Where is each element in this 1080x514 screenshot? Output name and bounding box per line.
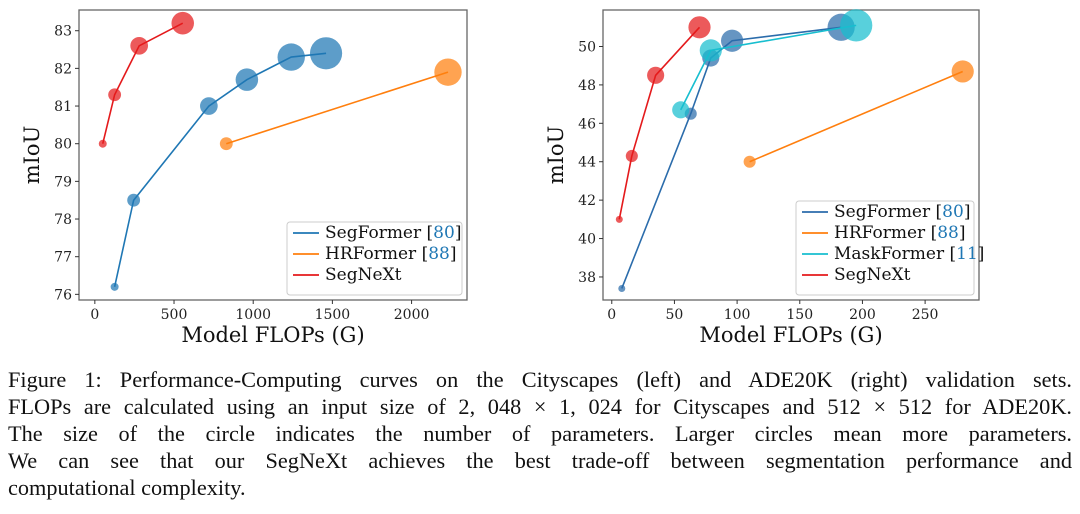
y-tick-label: 81 bbox=[54, 99, 72, 115]
legend: SegFormer [80]HRFormer [88]MaskFormer [1… bbox=[795, 200, 984, 296]
y-axis-label: mIoU bbox=[20, 126, 44, 185]
caption-line: computational complexity. bbox=[8, 475, 246, 500]
data-point bbox=[235, 68, 259, 91]
data-point bbox=[840, 9, 873, 42]
data-point bbox=[200, 97, 218, 115]
legend-series-name: SegNeXt bbox=[834, 265, 911, 285]
x-tick-label: 0 bbox=[90, 307, 99, 323]
data-point bbox=[951, 60, 974, 83]
legend-series-name: HRFormer bbox=[325, 244, 417, 264]
x-tick-label: 250 bbox=[912, 307, 939, 323]
chart-ade20k: 0 50 100 150 200 250 38 40 42 44 46 48 50 Model FLOPs… bbox=[544, 9, 984, 347]
legend-label: SegNeXt bbox=[834, 265, 911, 285]
series-segformer bbox=[110, 37, 343, 291]
x-tick-label: 2000 bbox=[394, 307, 430, 323]
data-point bbox=[672, 101, 690, 119]
data-point bbox=[615, 215, 623, 223]
legend-label: SegFormer [80] bbox=[834, 202, 970, 222]
y-tick-label: 40 bbox=[578, 232, 596, 248]
y-tick-label: 79 bbox=[54, 174, 72, 190]
series-hrformer bbox=[743, 60, 974, 168]
y-tick-label: 50 bbox=[578, 39, 596, 55]
data-point bbox=[625, 149, 638, 162]
figure-caption: Figure 1: Performance-Computing curves o… bbox=[8, 366, 1072, 501]
x-tick-label: 200 bbox=[849, 307, 876, 323]
legend-box bbox=[286, 221, 463, 296]
series-line bbox=[101, 22, 184, 144]
y-tick-label: 80 bbox=[54, 137, 72, 153]
series-line bbox=[618, 26, 701, 220]
series-segnext bbox=[615, 16, 711, 223]
chart-cityscapes: 0 500 1000 1500 2000 76 77 78 79 80 81 82 83 Model FL… bbox=[20, 9, 468, 347]
data-point bbox=[618, 284, 626, 292]
plot-frame bbox=[78, 9, 468, 301]
legend-series-name: MaskFormer bbox=[834, 244, 945, 264]
legend-series-name: SegNeXt bbox=[325, 265, 402, 285]
y-tick-label: 76 bbox=[54, 287, 72, 303]
legend-label: MaskFormer [11] bbox=[834, 244, 984, 264]
x-tick-label: 150 bbox=[786, 307, 813, 323]
citation-link[interactable]: 88 bbox=[937, 223, 959, 243]
x-tick-label: 100 bbox=[724, 307, 751, 323]
legend-label: HRFormer [88] bbox=[834, 223, 966, 243]
citation-link[interactable]: 11 bbox=[956, 244, 978, 264]
x-tick-label: 500 bbox=[161, 307, 188, 323]
x-tick-label: 1500 bbox=[315, 307, 351, 323]
legend: SegFormer [80]HRFormer [88]SegNeXt bbox=[286, 221, 463, 296]
y-tick-label: 48 bbox=[578, 78, 596, 94]
series-line bbox=[749, 70, 964, 163]
data-point bbox=[434, 58, 462, 86]
y-tick-label: 46 bbox=[578, 116, 596, 132]
citation-link[interactable]: 80 bbox=[942, 202, 964, 222]
y-tick-label: 38 bbox=[578, 270, 596, 286]
x-tick-label: 50 bbox=[666, 307, 684, 323]
caption-line: The size of the circle indicates the num… bbox=[8, 421, 1072, 446]
data-point bbox=[277, 43, 305, 71]
citation-link[interactable]: 80 bbox=[433, 223, 455, 243]
y-tick-label: 44 bbox=[578, 155, 596, 171]
y-tick-label: 83 bbox=[54, 24, 72, 40]
legend-label: SegNeXt bbox=[325, 265, 402, 285]
citation-link[interactable]: 88 bbox=[428, 244, 450, 264]
x-tick-label: 0 bbox=[607, 307, 616, 323]
legend-series-name: HRFormer bbox=[834, 223, 926, 243]
data-point bbox=[171, 11, 194, 35]
y-tick-label: 78 bbox=[54, 212, 72, 228]
data-point bbox=[127, 193, 141, 207]
y-tick-label: 82 bbox=[54, 61, 72, 77]
series-line bbox=[226, 71, 449, 145]
caption-line: FLOPs are calculated using an input size… bbox=[8, 394, 1072, 419]
series-maskformer bbox=[672, 9, 873, 119]
data-point bbox=[98, 139, 107, 148]
plot-frame bbox=[602, 9, 980, 301]
data-point bbox=[743, 155, 756, 168]
x-axis-label: Model FLOPs (G) bbox=[181, 323, 364, 347]
y-tick-label: 42 bbox=[578, 193, 596, 209]
data-point bbox=[309, 37, 343, 70]
data-point bbox=[647, 66, 665, 84]
data-point bbox=[219, 137, 233, 151]
legend-label: HRFormer [88] bbox=[325, 244, 457, 264]
data-point bbox=[108, 88, 122, 102]
y-axis-label: mIoU bbox=[544, 126, 568, 185]
legend-label: SegFormer [80] bbox=[325, 223, 461, 243]
legend-series-name: SegFormer bbox=[325, 223, 422, 243]
y-tick-label: 77 bbox=[54, 250, 72, 266]
legend-box bbox=[795, 200, 975, 296]
data-point bbox=[110, 282, 119, 291]
x-axis-label: Model FLOPs (G) bbox=[699, 323, 882, 347]
data-point bbox=[699, 39, 722, 62]
caption-line: Figure 1: Performance-Computing curves o… bbox=[8, 367, 1072, 392]
series-segnext bbox=[98, 11, 194, 148]
data-point bbox=[688, 16, 711, 39]
x-tick-label: 1000 bbox=[235, 307, 271, 323]
series-hrformer bbox=[219, 58, 462, 151]
data-point bbox=[130, 36, 149, 55]
legend-series-name: SegFormer bbox=[834, 202, 931, 222]
caption-line: We can see that our SegNeXt achieves the… bbox=[8, 448, 1072, 473]
